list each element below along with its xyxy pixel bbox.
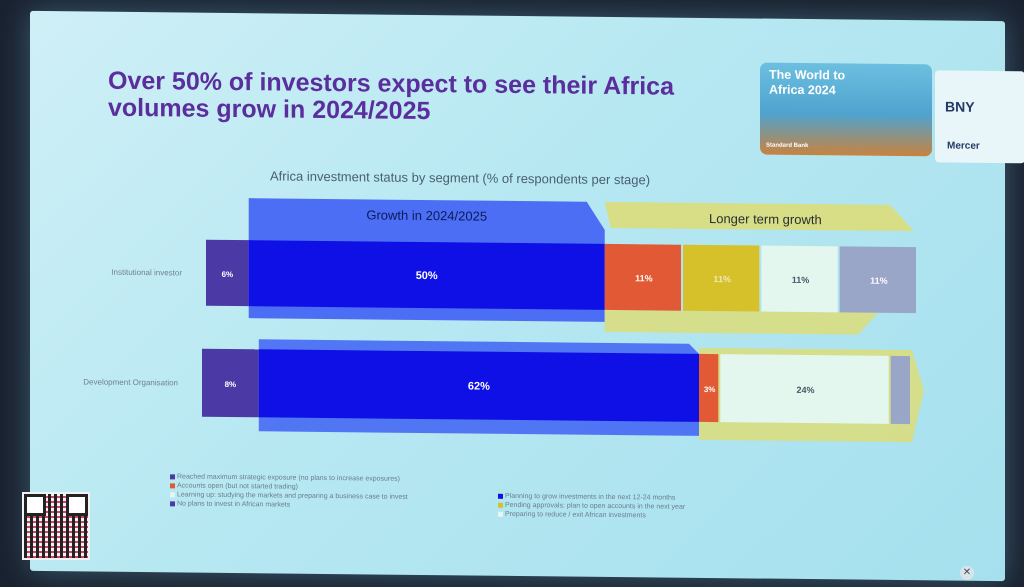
annotation-longer-term: Longer term growth bbox=[709, 211, 822, 227]
legend-label: Accounts open (but not started trading) bbox=[177, 482, 299, 491]
bar-segment bbox=[761, 245, 838, 313]
longer-term-arrow-band bbox=[604, 201, 914, 232]
legend-swatch bbox=[498, 502, 503, 508]
bar-segment bbox=[683, 244, 760, 312]
legend-right: Planning to grow investments in the next… bbox=[498, 492, 685, 521]
bar-segment bbox=[839, 246, 916, 314]
data-label: 11% bbox=[713, 274, 731, 284]
data-label: 11% bbox=[870, 276, 888, 286]
data-label: 11% bbox=[635, 273, 653, 283]
legend-label: Preparing to reduce / exit African inves… bbox=[505, 510, 646, 520]
legend-swatch bbox=[170, 492, 175, 498]
data-label: 8% bbox=[225, 380, 237, 389]
legend-swatch bbox=[498, 511, 503, 517]
chart-canvas: Growth in 2024/2025 Longer term growth Ins… bbox=[83, 198, 924, 443]
close-icon[interactable]: ✕ bbox=[960, 566, 974, 580]
data-label: 3% bbox=[704, 385, 716, 394]
bar-segment bbox=[258, 349, 700, 422]
data-label: 24% bbox=[796, 385, 814, 395]
category-label: Development Organisation bbox=[83, 377, 178, 387]
data-label: 62% bbox=[468, 380, 490, 392]
bar-segment bbox=[604, 243, 682, 311]
legend-label: No plans to invest in African markets bbox=[177, 500, 291, 509]
bar-segment bbox=[248, 240, 605, 310]
legend-swatch bbox=[170, 501, 175, 507]
qr-code[interactable] bbox=[22, 492, 90, 560]
bar-segment bbox=[206, 239, 249, 307]
legend-swatch bbox=[170, 474, 175, 480]
legend-left: Reached maximum strategic exposure (no p… bbox=[170, 472, 408, 510]
bar-segment bbox=[202, 348, 259, 418]
data-label: 11% bbox=[792, 275, 810, 285]
bar-segment bbox=[890, 355, 911, 425]
legend-swatch bbox=[498, 493, 503, 499]
data-label: 50% bbox=[416, 270, 438, 282]
category-label: Institutional investor bbox=[111, 268, 182, 278]
projection-screen: Over 50% of investors expect to see thei… bbox=[30, 10, 1024, 582]
longer-term-arrow-tail bbox=[604, 309, 878, 335]
annotation-growth: Growth in 2024/2025 bbox=[366, 207, 487, 223]
legend-swatch bbox=[170, 483, 175, 489]
data-label: 6% bbox=[222, 270, 234, 279]
bar-segment bbox=[699, 353, 719, 423]
bar-segment bbox=[720, 354, 889, 424]
